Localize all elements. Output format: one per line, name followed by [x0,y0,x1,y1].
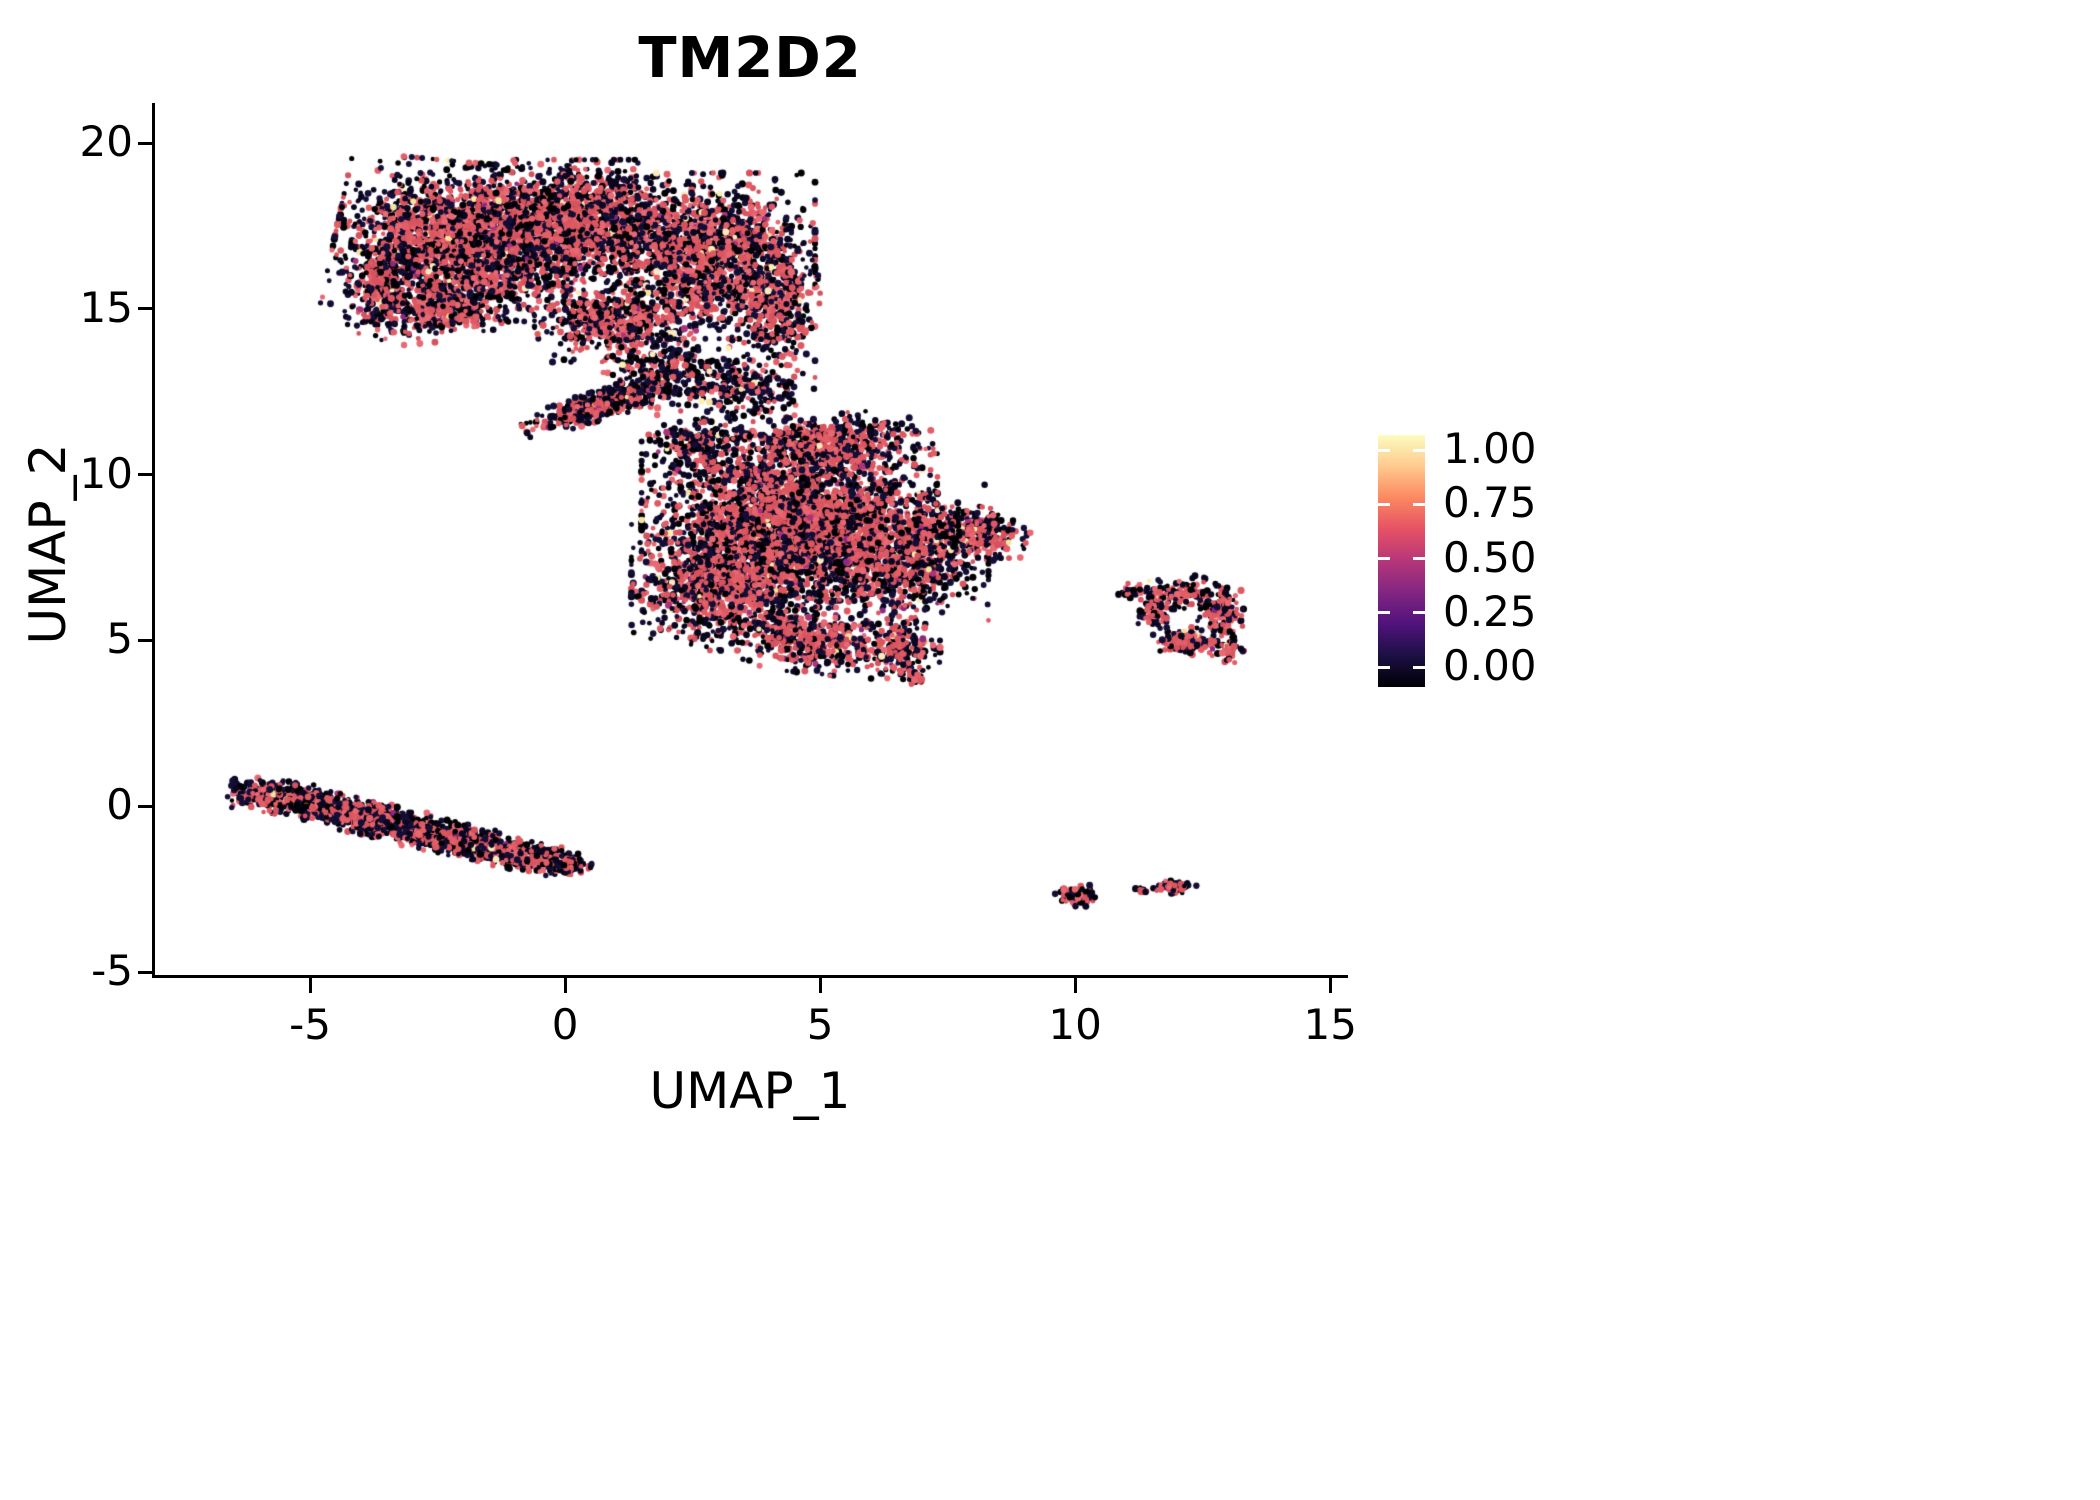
y-axis-line [152,103,155,978]
colorbar-tick [1413,502,1425,506]
y-axis-tick [138,804,153,808]
colorbar-tick [1413,665,1425,669]
x-tick-label: 15 [1303,1000,1357,1049]
colorbar-tick [1378,557,1390,560]
x-axis-tick [818,978,822,993]
colorbar-tick [1378,611,1390,615]
y-tick-label: 15 [79,282,133,332]
colorbar-tick-label: 1.00 [1443,424,1537,473]
y-axis-tick [138,970,153,974]
x-axis-tick [563,978,567,993]
plot-title: TM2D2 [638,26,862,91]
y-tick-label: 0 [106,780,133,830]
colorbar-tick [1378,665,1390,669]
x-tick-label: 0 [551,1000,579,1049]
x-axis-tick [1328,978,1332,993]
x-axis-title: UMAP_1 [649,1062,851,1120]
x-axis-tick [1073,978,1077,993]
y-tick-label: 20 [79,117,133,167]
colorbar-tick [1413,557,1425,560]
colorbar-tick [1378,448,1390,452]
colorbar-tick-label: 0.25 [1443,586,1537,636]
y-tick-label: 5 [106,614,133,664]
y-axis-tick [138,307,153,311]
colorbar-tick-label: 0.75 [1443,478,1537,528]
y-axis-tick [138,473,153,477]
y-axis-title: UMAP_2 [19,443,77,645]
x-tick-label: 5 [806,1000,834,1049]
scatter-canvas [155,105,1345,975]
y-tick-label: -5 [91,946,133,996]
x-tick-label: 10 [1048,1000,1102,1049]
y-tick-label: 10 [79,448,133,498]
colorbar-tick-label: 0.00 [1443,641,1537,690]
x-tick-label: -5 [289,1000,331,1049]
y-axis-tick [138,638,153,642]
colorbar-tick [1413,448,1425,452]
x-axis-tick [308,978,312,993]
colorbar-tick [1413,611,1425,615]
x-axis-line [152,975,1348,978]
colorbar-gradient [1378,435,1425,687]
colorbar-tick-label: 0.50 [1443,532,1537,582]
y-axis-tick [138,141,153,145]
colorbar-tick [1378,502,1390,506]
